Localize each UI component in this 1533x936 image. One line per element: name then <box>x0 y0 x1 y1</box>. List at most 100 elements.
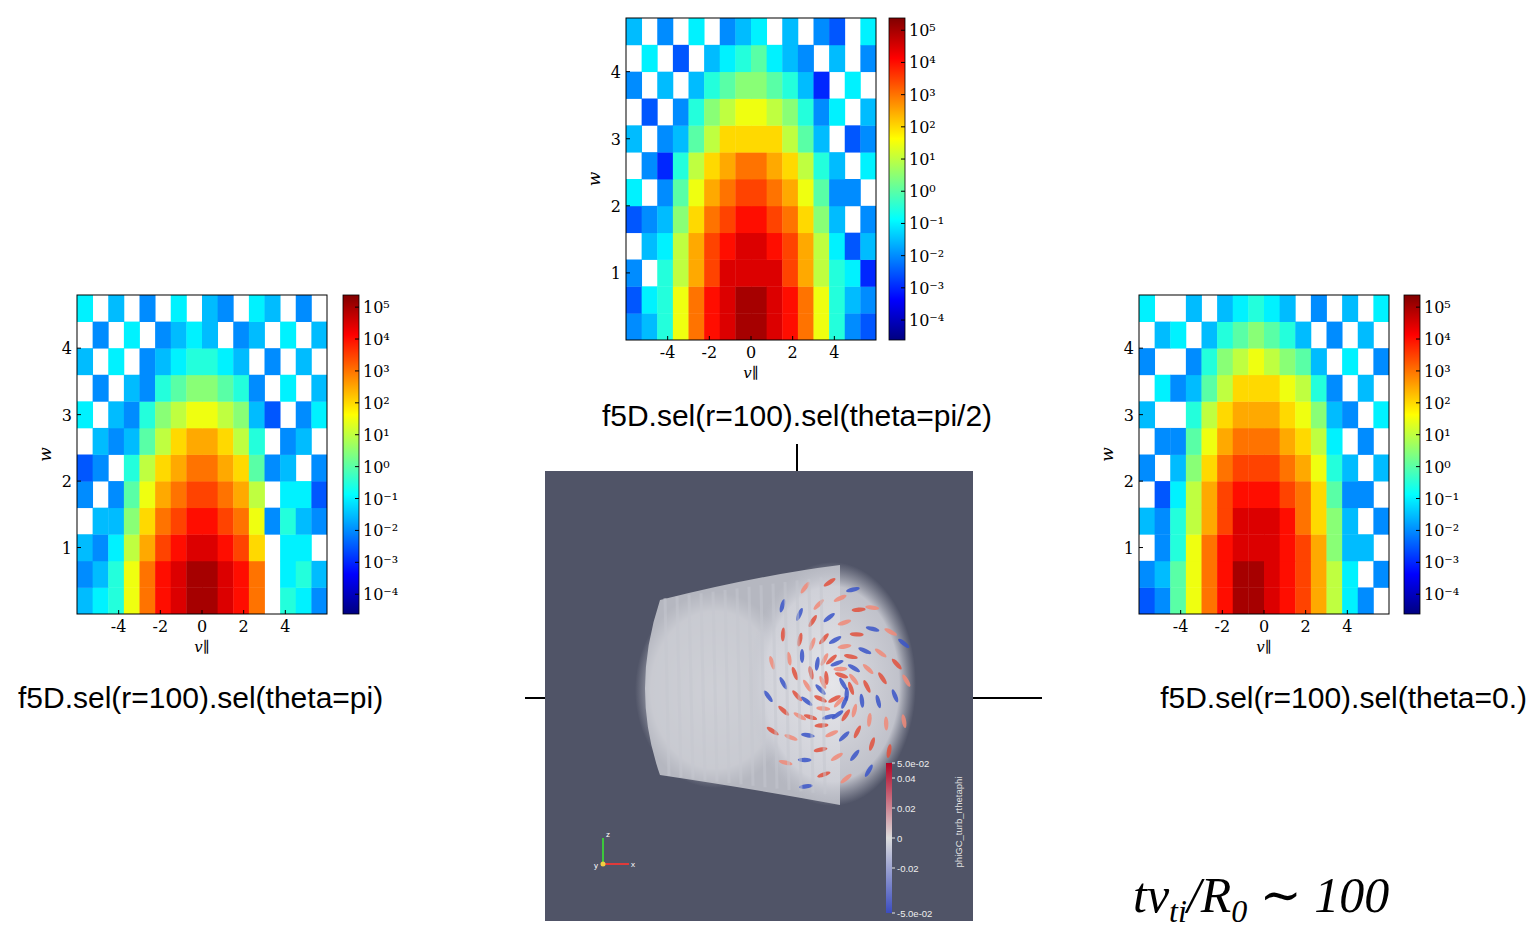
colorbar-tick <box>1416 402 1420 403</box>
cell <box>1358 322 1374 349</box>
cell <box>233 322 249 349</box>
cell <box>1155 534 1171 561</box>
cell <box>720 125 736 152</box>
cell <box>1217 455 1233 482</box>
cell <box>155 348 171 375</box>
cell <box>186 401 202 428</box>
cell <box>1373 508 1389 535</box>
x-axis-title: v∥ <box>1256 638 1271 656</box>
cell <box>798 233 814 260</box>
turbulence-streak <box>901 714 908 729</box>
cell <box>1233 322 1249 349</box>
cell <box>233 401 249 428</box>
cell <box>124 587 140 614</box>
cell <box>626 260 642 287</box>
cell <box>1202 534 1218 561</box>
cell <box>1295 428 1311 455</box>
cell <box>77 401 93 428</box>
cell <box>860 206 876 233</box>
cell <box>218 534 234 561</box>
cell <box>1248 534 1264 561</box>
cell <box>124 561 140 588</box>
torus-stripe <box>761 585 765 787</box>
colorbar <box>889 18 905 340</box>
cell <box>1327 401 1343 428</box>
cell <box>829 99 845 126</box>
cell <box>782 206 798 233</box>
render-colorbar-tick <box>892 838 895 839</box>
colorbar-tick-label: 10³ <box>909 86 936 105</box>
cell <box>1155 428 1171 455</box>
cell <box>1327 587 1343 614</box>
colorbar-tick-label: 10⁻¹ <box>1424 490 1459 509</box>
cell <box>1155 481 1171 508</box>
cell <box>93 375 109 402</box>
cell <box>1233 375 1249 402</box>
x-tick <box>1180 610 1181 614</box>
cell <box>814 206 830 233</box>
cell <box>814 72 830 99</box>
y-tick-label: 4 <box>1124 339 1134 358</box>
cell <box>1233 295 1249 322</box>
torus-stripe <box>797 580 801 791</box>
cell <box>704 72 720 99</box>
cell <box>77 295 93 322</box>
cell <box>767 260 783 287</box>
cell <box>296 561 312 588</box>
panel-caption: f5D.sel(r=100).sel(theta=pi/2) <box>602 399 992 432</box>
cell <box>77 587 93 614</box>
cell <box>1217 401 1233 428</box>
cell <box>751 260 767 287</box>
turbulence-streak <box>838 730 851 743</box>
cell <box>1264 534 1280 561</box>
cell <box>735 99 751 126</box>
x-tick-label: -4 <box>660 343 676 362</box>
cell <box>1248 401 1264 428</box>
cell <box>1264 375 1280 402</box>
cell <box>202 295 218 322</box>
cell <box>296 587 312 614</box>
cell <box>704 286 720 313</box>
cell <box>829 45 845 72</box>
y-tick-label: 1 <box>1124 539 1134 558</box>
colorbar-tick <box>901 159 905 160</box>
cell <box>673 286 689 313</box>
cell <box>735 206 751 233</box>
cell <box>1358 375 1374 402</box>
figure: -4-20241234v∥w10⁻⁴10⁻³10⁻²10⁻¹10⁰10¹10²1… <box>0 0 1533 936</box>
cell <box>829 206 845 233</box>
cell <box>642 152 658 179</box>
cell <box>1170 587 1186 614</box>
colorbar-tick-label: 10³ <box>363 362 390 381</box>
cell <box>1139 348 1155 375</box>
cell <box>689 313 705 340</box>
x-tick <box>202 610 203 614</box>
heatmap-panel: -4-20241234v∥w10⁻⁴10⁻³10⁻²10⁻¹10⁰10¹10²1… <box>1097 295 1459 656</box>
cell <box>860 286 876 313</box>
cell <box>1295 375 1311 402</box>
cell <box>218 587 234 614</box>
cell <box>751 125 767 152</box>
y-axis-title: w <box>584 171 604 186</box>
render-panel: 5.0e-020.040.020-0.02-5.0e-02phiGC_turb_… <box>545 471 973 921</box>
y-tick <box>1139 348 1143 349</box>
colorbar <box>1404 295 1420 614</box>
colorbar-tick-label: 10² <box>1424 394 1451 413</box>
cell <box>798 286 814 313</box>
cell <box>233 375 249 402</box>
cell <box>1248 428 1264 455</box>
cell <box>704 233 720 260</box>
cell <box>108 587 124 614</box>
cell <box>218 455 234 482</box>
cell <box>233 508 249 535</box>
cell <box>233 587 249 614</box>
x-tick-label: 4 <box>1342 617 1352 636</box>
cell <box>77 561 93 588</box>
cell <box>720 45 736 72</box>
cell <box>140 508 156 535</box>
cell <box>751 206 767 233</box>
cell <box>171 428 187 455</box>
x-tick-label: -2 <box>702 343 718 362</box>
cell <box>1186 428 1202 455</box>
cell <box>1186 375 1202 402</box>
